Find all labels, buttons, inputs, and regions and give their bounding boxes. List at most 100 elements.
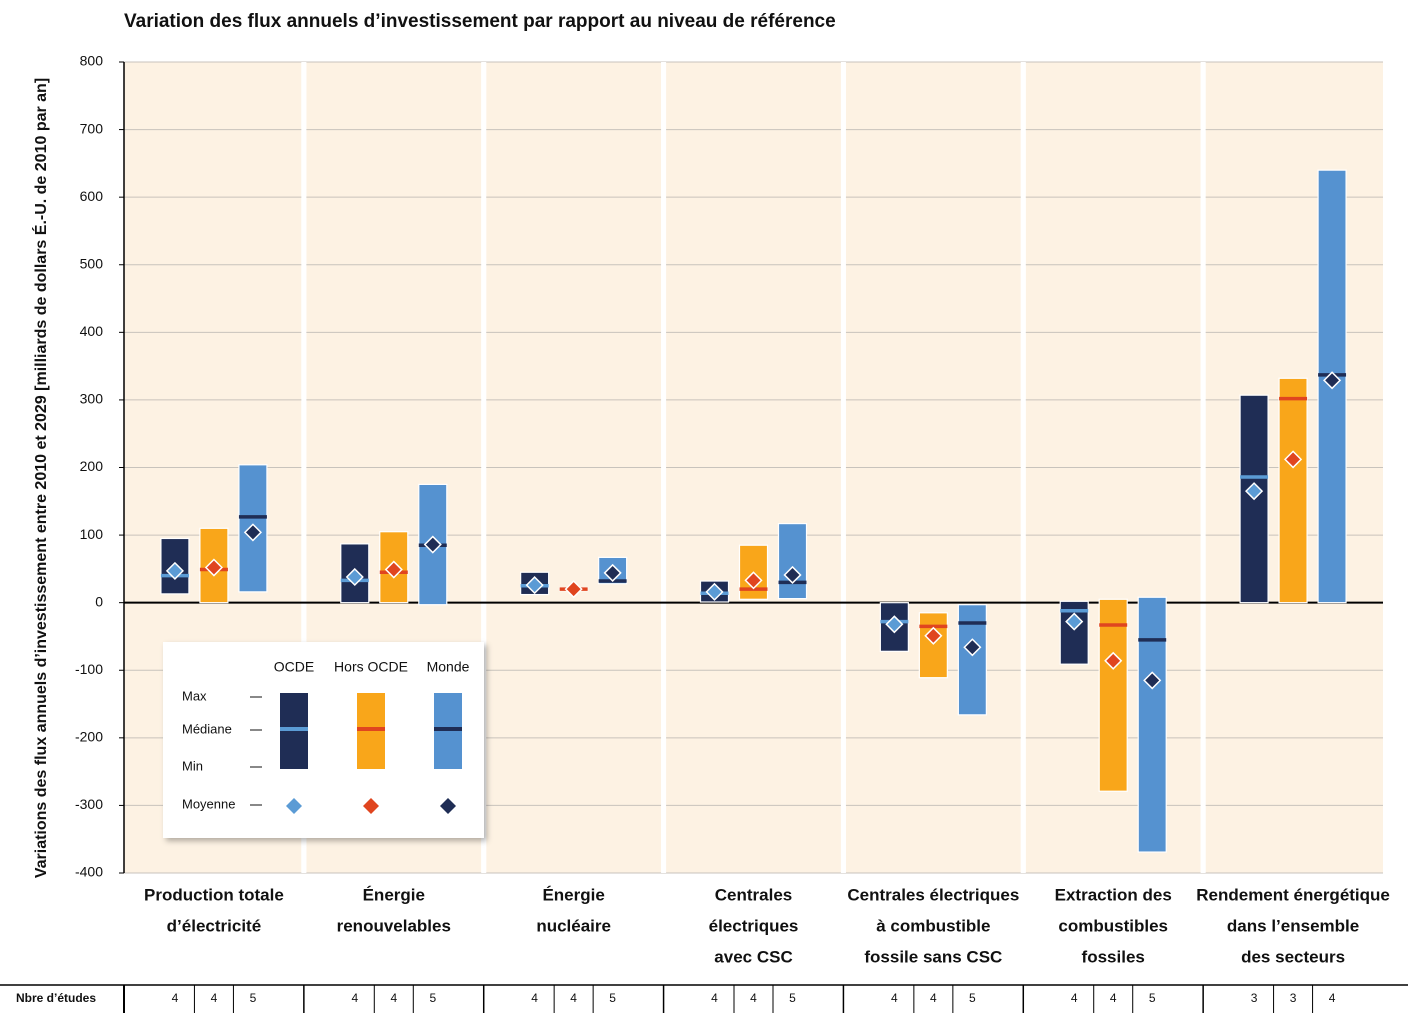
x-category-label: renouvelables <box>337 916 451 935</box>
panel-gap <box>1020 62 1026 873</box>
legend-label: Moyenne <box>182 796 235 811</box>
mean-marker <box>345 567 364 587</box>
x-category-label: électriques <box>709 916 799 935</box>
study-count: 5 <box>429 991 436 1005</box>
y-tick-label: -100 <box>75 661 103 677</box>
study-count: 4 <box>750 991 757 1005</box>
study-count: 5 <box>250 991 257 1005</box>
y-tick-label: 800 <box>80 53 104 69</box>
mean-marker <box>705 582 724 601</box>
mean-marker <box>1245 482 1264 501</box>
x-category-label: Production totale <box>144 885 284 904</box>
study-count: 4 <box>1110 991 1117 1005</box>
mean-marker <box>243 523 262 542</box>
y-tick-label: 600 <box>80 188 104 204</box>
x-category-label: à combustible <box>876 916 990 935</box>
legend-mean <box>440 798 456 814</box>
x-category-label: Centrales <box>715 885 792 904</box>
legend-label: Médiane <box>182 721 232 736</box>
study-count: 5 <box>1149 991 1156 1005</box>
x-category-label: Extraction des <box>1055 885 1172 904</box>
mean-marker <box>1065 612 1084 631</box>
x-category-label: des secteurs <box>1241 947 1345 966</box>
y-tick-label: -200 <box>75 729 103 745</box>
panel-gap <box>840 62 846 873</box>
x-category-label: Énergie <box>542 885 604 904</box>
legend-mean <box>286 798 302 814</box>
mean-marker <box>165 561 184 580</box>
legend-series-name: Monde <box>427 659 470 675</box>
study-count: 4 <box>1071 991 1078 1005</box>
y-tick-label: 700 <box>80 120 104 136</box>
legend-mean <box>363 798 379 814</box>
range-box <box>1137 596 1167 853</box>
y-axis-label: Variations des flux annuels d’investisse… <box>31 78 50 878</box>
row-label: Nbre d’études <box>16 991 96 1005</box>
legend-label: Max <box>182 688 207 703</box>
range-box <box>1278 377 1308 604</box>
y-tick-label: -300 <box>75 796 103 812</box>
mean-marker <box>1104 651 1123 670</box>
study-count: 4 <box>711 991 718 1005</box>
mean-marker <box>783 565 802 585</box>
mean-marker <box>1284 450 1303 469</box>
range-box <box>918 612 948 679</box>
study-count: 4 <box>930 991 937 1005</box>
study-count: 3 <box>1290 991 1297 1005</box>
y-tick-label: 400 <box>80 323 104 339</box>
legend-series-name: OCDE <box>274 659 314 675</box>
mean-marker <box>564 580 583 599</box>
mean-marker <box>384 560 403 579</box>
study-count: 5 <box>609 991 616 1005</box>
y-tick-label: 300 <box>80 391 104 407</box>
x-category-label: Énergie <box>363 885 425 904</box>
x-category-label: d’électricité <box>167 916 262 935</box>
legend-box <box>163 642 484 838</box>
x-category-label: Centrales électriques <box>847 885 1019 904</box>
study-count: 5 <box>969 991 976 1005</box>
y-tick-label: -400 <box>75 864 103 880</box>
study-count: 4 <box>1329 991 1336 1005</box>
x-category-label: nucléaire <box>536 916 611 935</box>
panel-gap <box>301 62 307 873</box>
x-category-label: fossiles <box>1082 947 1145 966</box>
mean-marker <box>204 558 223 577</box>
y-tick-label: 500 <box>80 255 104 271</box>
study-count: 4 <box>351 991 358 1005</box>
study-count: 4 <box>570 991 577 1005</box>
mean-marker <box>963 638 982 657</box>
study-count: 4 <box>390 991 397 1005</box>
x-category-label: dans l’ensemble <box>1227 916 1359 935</box>
legend-label: Min <box>182 758 203 773</box>
study-count: 4 <box>531 991 538 1005</box>
chart-title: Variation des flux annuels d’investissem… <box>124 11 836 32</box>
mean-marker <box>603 563 622 582</box>
mean-marker <box>885 615 904 634</box>
mean-marker <box>525 576 544 595</box>
study-count: 4 <box>891 991 898 1005</box>
range-box <box>777 522 808 600</box>
range-box <box>1098 598 1128 792</box>
y-tick-label: 0 <box>95 593 103 609</box>
mean-marker <box>423 535 442 554</box>
panel-gap <box>661 62 667 873</box>
x-category-label: combustibles <box>1058 916 1168 935</box>
study-count: 4 <box>211 991 218 1005</box>
legend-series-name: Hors OCDE <box>334 659 408 675</box>
study-count: 4 <box>172 991 179 1005</box>
mean-marker <box>744 571 763 590</box>
x-category-label: fossile sans CSC <box>864 947 1002 966</box>
study-count: 3 <box>1251 991 1258 1005</box>
x-category-label: Rendement énergétique <box>1196 885 1390 904</box>
panel-gap <box>1200 62 1206 873</box>
mean-marker <box>924 626 943 645</box>
mean-marker <box>1323 371 1342 390</box>
y-tick-label: 100 <box>80 526 104 542</box>
range-box <box>379 531 409 604</box>
study-count: 5 <box>789 991 796 1005</box>
x-category-label: avec CSC <box>714 947 792 966</box>
mean-marker <box>1143 671 1162 690</box>
panel-gap <box>481 62 487 873</box>
